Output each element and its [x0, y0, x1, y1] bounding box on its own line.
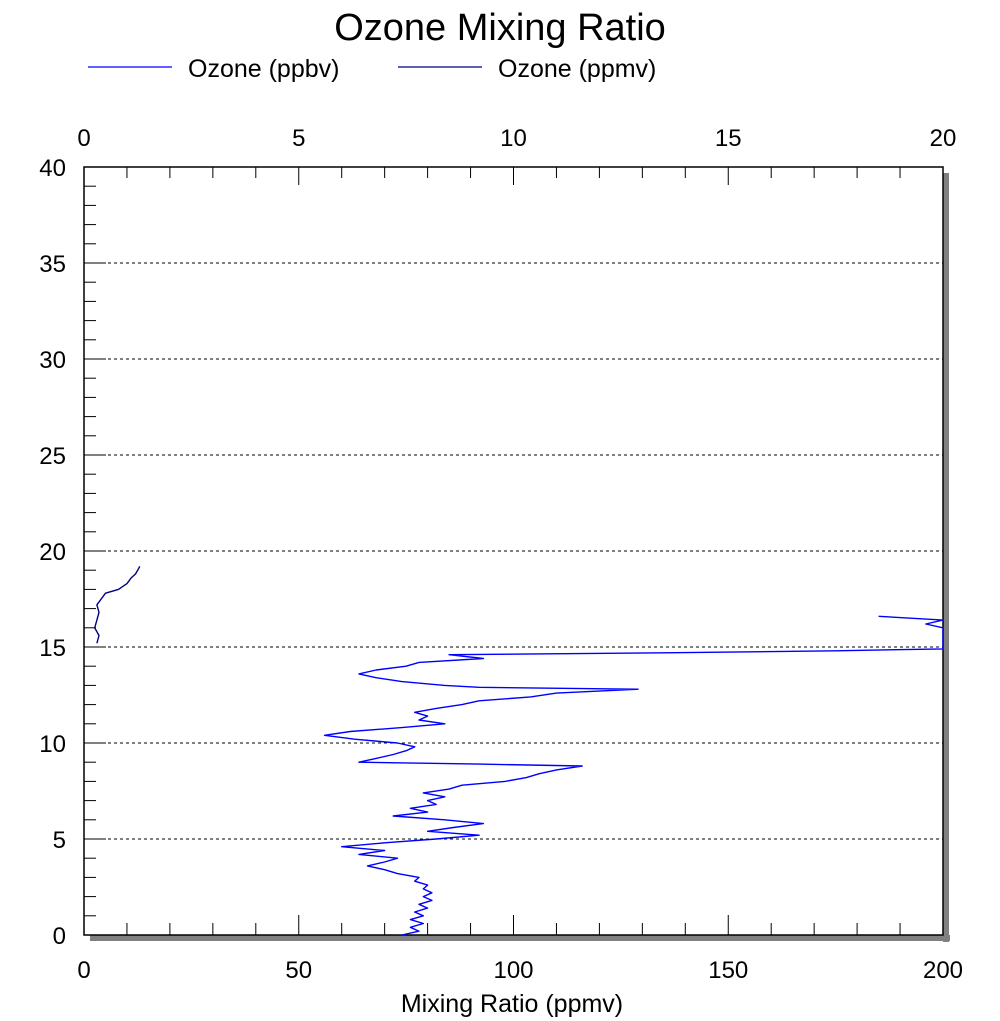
series-line-ppbv [323, 615, 944, 936]
chart-title: Ozone Mixing Ratio [334, 7, 666, 49]
y-tick-label: 30 [39, 347, 66, 374]
y-tick-label: 0 [53, 923, 66, 950]
x-tick-label: 200 [923, 957, 963, 984]
x2-tick-label: 20 [930, 125, 957, 152]
x2-tick-label: 15 [715, 125, 742, 152]
x-tick-label: 50 [285, 957, 312, 984]
y-tick-label: 10 [39, 731, 66, 758]
axis-ticks [83, 166, 944, 936]
legend-label-ppmv: Ozone (ppmv) [498, 55, 656, 83]
x-tick-label: 100 [493, 957, 533, 984]
x-tick-label: 150 [708, 957, 748, 984]
legend-label-ppbv: Ozone (ppbv) [188, 55, 339, 83]
x2-tick-label: 5 [292, 125, 305, 152]
x-tick-label: 0 [77, 957, 90, 984]
legend: Ozone (ppbv) Ozone (ppmv) [88, 55, 656, 83]
series-line-ppmv [93, 566, 141, 644]
y-tick-label: 25 [39, 443, 66, 470]
x-axis-label: Mixing Ratio (ppmv) [401, 990, 623, 1018]
plot-shadow-right [943, 173, 949, 942]
y-tick-label: 15 [39, 635, 66, 662]
x2-tick-label: 10 [500, 125, 527, 152]
plot-frame [83, 166, 950, 942]
y-tick-label: 20 [39, 539, 66, 566]
grid-lines [84, 262, 943, 840]
y-tick-label: 35 [39, 251, 66, 278]
series-lines [93, 566, 944, 936]
y-tick-label: 5 [53, 827, 66, 854]
y-tick-label: 40 [39, 155, 66, 182]
x2-tick-label: 0 [77, 125, 90, 152]
plot-shadow-bottom [90, 935, 950, 941]
